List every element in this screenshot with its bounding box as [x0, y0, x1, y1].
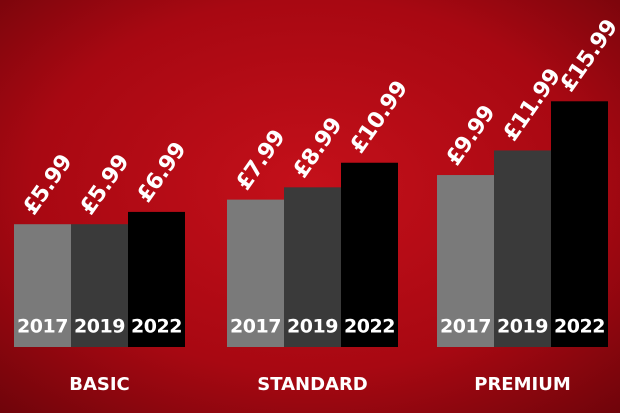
series-label: 2022 — [131, 316, 182, 338]
series-label: 2017 — [440, 316, 491, 338]
bar — [341, 162, 398, 347]
bar — [494, 150, 551, 347]
category-label: STANDARD — [257, 374, 368, 395]
bar — [71, 224, 128, 347]
series-label: 2017 — [230, 316, 281, 338]
bar — [551, 101, 608, 347]
series-label: 2017 — [17, 316, 68, 338]
category-label: PREMIUM — [474, 374, 571, 395]
category-label: BASIC — [69, 374, 130, 395]
series-label: 2022 — [344, 316, 395, 338]
series-label: 2019 — [497, 316, 548, 338]
series-label: 2019 — [74, 316, 125, 338]
bar — [437, 175, 494, 347]
bar — [14, 224, 71, 347]
series-label: 2022 — [554, 316, 605, 338]
bar — [284, 187, 341, 347]
series-label: 2019 — [287, 316, 338, 338]
bar — [128, 211, 185, 347]
bar — [227, 199, 284, 347]
